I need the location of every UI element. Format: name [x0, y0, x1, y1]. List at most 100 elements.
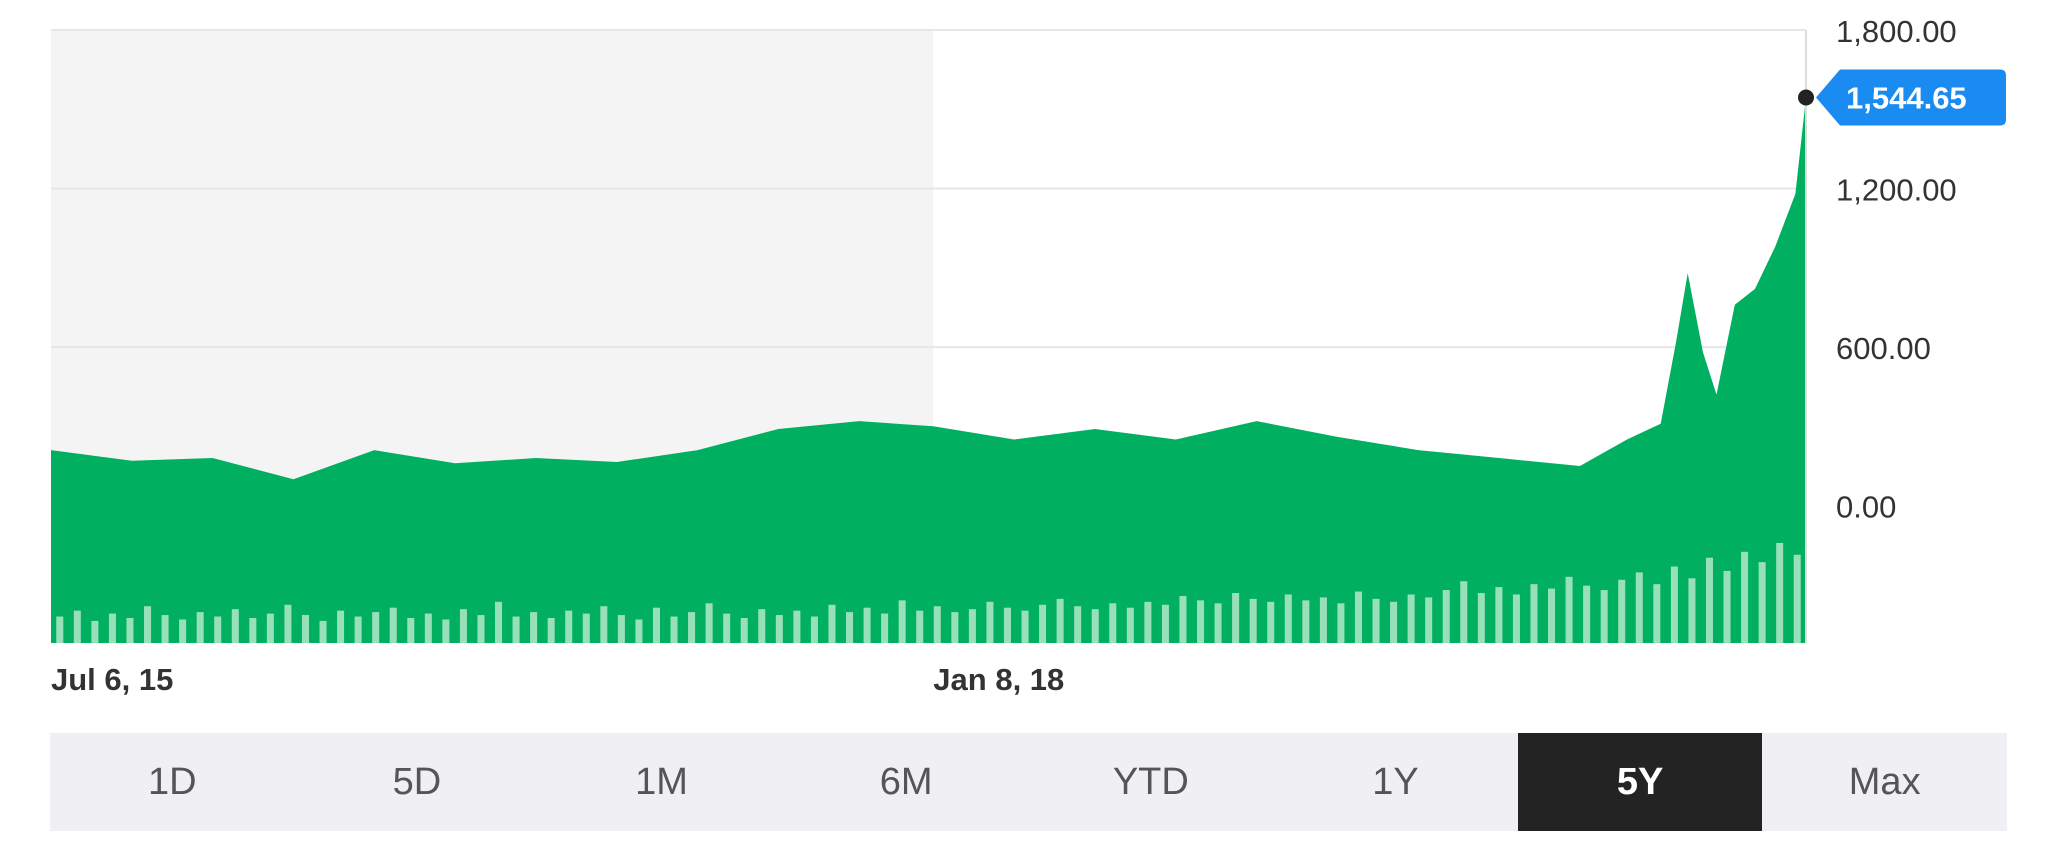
volume-bar	[916, 610, 924, 643]
volume-bar	[951, 612, 959, 643]
volume-bar	[73, 610, 81, 643]
volume-bar	[512, 616, 520, 643]
volume-bar	[1548, 588, 1556, 643]
range-button-1y[interactable]: 1Y	[1372, 760, 1419, 803]
volume-bar	[1723, 570, 1731, 643]
volume-bar	[249, 618, 257, 643]
volume-bar	[231, 609, 239, 643]
volume-bar	[898, 600, 906, 643]
volume-bar	[1653, 584, 1661, 643]
volume-bar	[266, 613, 274, 643]
volume-bar	[407, 618, 415, 643]
volume-bar	[337, 610, 345, 643]
volume-bar	[1302, 600, 1310, 643]
volume-bar	[1407, 594, 1415, 643]
volume-bar	[144, 606, 152, 643]
last-point-marker	[1798, 89, 1814, 106]
volume-bar	[389, 607, 397, 643]
volume-bar	[1688, 578, 1696, 643]
volume-bar	[828, 604, 836, 643]
volume-bar	[161, 615, 169, 643]
volume-bar	[600, 606, 608, 643]
range-button-1d[interactable]: 1D	[148, 760, 197, 803]
volume-bar	[1039, 604, 1047, 643]
volume-bar	[758, 609, 766, 643]
volume-bar	[372, 612, 380, 643]
volume-bar	[459, 609, 467, 643]
volume-bar	[319, 620, 327, 643]
volume-bar	[1705, 557, 1713, 643]
volume-bar	[1232, 593, 1240, 643]
volume-bar	[301, 615, 309, 643]
volume-bar	[1197, 600, 1205, 643]
volume-bar	[126, 618, 134, 643]
range-selector: 1D 5D 1M 6M YTD 1Y 5Y Max	[50, 733, 2007, 831]
volume-bar	[652, 607, 660, 643]
volume-bar	[547, 618, 555, 643]
volume-bar	[688, 612, 696, 643]
range-button-5y[interactable]: 5Y	[1517, 733, 1763, 831]
volume-bar	[1144, 601, 1152, 643]
volume-bar	[1179, 595, 1187, 643]
volume-bar	[1618, 579, 1626, 643]
volume-bar	[108, 613, 116, 643]
x-tick-label: Jul 6, 15	[51, 662, 173, 697]
range-button-5d[interactable]: 5D	[392, 760, 442, 803]
volume-bar	[775, 615, 783, 643]
volume-bar	[1161, 604, 1169, 643]
y-tick-label: 1,200.00	[1836, 173, 1957, 208]
volume-bar	[635, 619, 643, 643]
volume-bars	[56, 543, 1801, 643]
volume-bar	[1583, 585, 1591, 643]
volume-bar	[1776, 543, 1784, 643]
volume-bar	[1565, 576, 1573, 643]
y-tick-label: 0.00	[1836, 490, 1896, 525]
volume-bar	[863, 607, 871, 643]
volume-bar	[1530, 584, 1538, 643]
volume-bar	[1425, 597, 1433, 643]
price-area	[51, 97, 1806, 643]
volume-bar	[214, 616, 222, 643]
volume-bar	[1337, 603, 1345, 643]
volume-bar	[1741, 551, 1749, 643]
range-button-1m[interactable]: 1M	[635, 760, 688, 803]
range-button-6m[interactable]: 6M	[879, 760, 933, 803]
last-value-label: 1,544.65	[1846, 80, 1967, 115]
range-button-ytd[interactable]: YTD	[1112, 760, 1189, 803]
volume-bar	[1214, 603, 1222, 643]
volume-bar	[91, 620, 99, 643]
volume-bar	[1635, 572, 1643, 643]
volume-bar	[1495, 587, 1503, 643]
volume-bar	[1512, 594, 1520, 643]
volume-bar	[670, 616, 678, 643]
volume-bar	[723, 613, 731, 643]
volume-bar	[617, 615, 625, 643]
volume-bar	[846, 612, 854, 643]
volume-bar	[1056, 598, 1064, 643]
volume-bar	[810, 616, 818, 643]
y-tick-label: 1,800.00	[1836, 14, 1957, 49]
volume-bar	[793, 610, 801, 643]
volume-bar	[1003, 607, 1011, 643]
volume-bar	[196, 612, 204, 643]
volume-bar	[495, 601, 503, 643]
volume-bar	[284, 604, 292, 643]
volume-bar	[1354, 591, 1362, 643]
volume-bar	[530, 612, 538, 643]
volume-bar	[1267, 601, 1275, 643]
volume-bar	[1372, 598, 1380, 643]
volume-bar	[1319, 597, 1327, 643]
volume-bar	[933, 606, 941, 643]
volume-bar	[1600, 590, 1608, 643]
volume-bar	[1390, 601, 1398, 643]
volume-bar	[179, 619, 187, 643]
volume-bar	[424, 613, 432, 643]
last-value-badge: 1,544.65	[1816, 69, 2006, 126]
volume-bar	[354, 616, 362, 643]
volume-bar	[477, 615, 485, 643]
volume-bar	[1284, 594, 1292, 643]
chart-svg: 1,800.00 1,200.00 600.00 0.00 Jul 6, 15 Jan 8…	[51, 14, 2006, 697]
range-button-max[interactable]: Max	[1848, 760, 1921, 803]
volume-bar	[881, 613, 889, 643]
